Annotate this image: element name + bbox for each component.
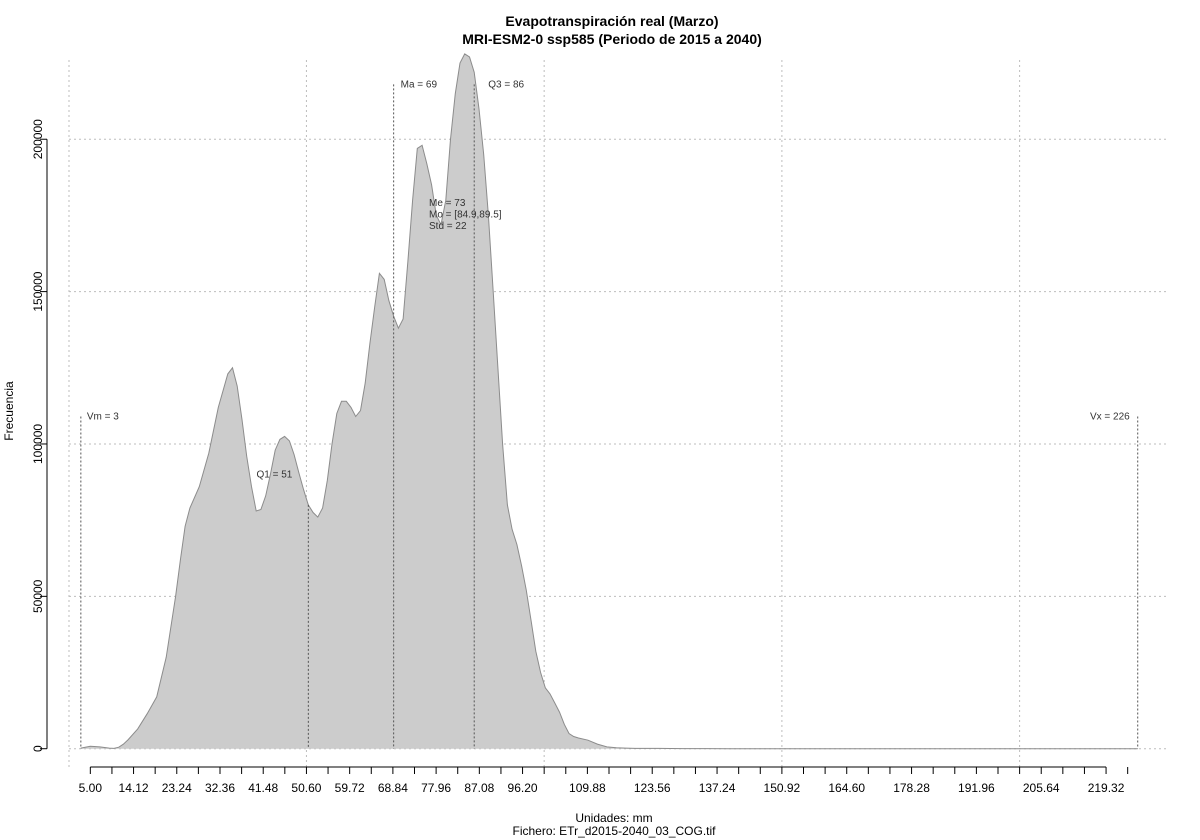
stats-label: Std = 22	[429, 221, 467, 232]
y-tick-label: 0	[31, 745, 45, 752]
q1-label: Q1 = 51	[256, 469, 292, 480]
axes: 5.00 14.12 23.24 32.36 41.48 50.60 59.72 68.84 7…	[31, 119, 1129, 795]
x-tick-label: 77.96	[421, 781, 451, 795]
y-tick-label: 200000	[31, 119, 45, 159]
vm-label: Vm = 3	[87, 412, 119, 423]
x-tick-label: 32.36	[205, 781, 235, 795]
y-tick-label: 150000	[31, 271, 45, 311]
x-tick-label: 96.20	[508, 781, 538, 795]
x-tick-label: 68.84	[378, 781, 408, 795]
x-tick-label: 5.00	[79, 781, 103, 795]
q3-label: Q3 = 86	[488, 79, 524, 90]
y-tick-label: 50000	[31, 579, 45, 613]
density-fill	[80, 53, 1138, 749]
ma-label: Ma = 69	[401, 79, 438, 90]
x-tick-label: 59.72	[335, 781, 365, 795]
x-tick-label: 14.12	[119, 781, 149, 795]
x-tick-label: 150.92	[764, 781, 801, 795]
x-tick-label: 23.24	[162, 781, 192, 795]
x-tick-label: 205.64	[1023, 781, 1060, 795]
x-tick-label: 123.56	[634, 781, 671, 795]
x-tick-label: 109.88	[569, 781, 606, 795]
x-tick-label: 50.60	[291, 781, 321, 795]
stats-label: Mo = [84.9,89.5]	[429, 210, 502, 221]
x-tick-label: 41.48	[248, 781, 278, 795]
x-tick-label: 191.96	[958, 781, 995, 795]
statistics-annotations: Vm = 3 Vx = 226 Q1 = 51 Ma = 69 Q3 = 86 Me = …	[80, 79, 1139, 749]
y-tick-label: 100000	[31, 424, 45, 464]
chart-subtitle: MRI-ESM2-0 ssp585 (Periodo de 2015 a 204…	[462, 31, 762, 47]
x-tick-label: 87.08	[464, 781, 494, 795]
x-tick-label: 178.28	[893, 781, 930, 795]
vx-label: Vx = 226	[1090, 412, 1130, 423]
density-outline	[80, 53, 1138, 750]
x-tick-label: 219.32	[1088, 781, 1125, 795]
x-tick-label: 164.60	[828, 781, 865, 795]
stats-label: Me = 73	[429, 198, 466, 209]
file-caption: Fichero: ETr_d2015-2040_03_COG.tif	[513, 824, 717, 838]
x-axis-label: Unidades: mm	[575, 811, 652, 825]
density-area	[80, 53, 1138, 750]
y-axis-label: Frecuencia	[2, 381, 16, 441]
chart-title: Evapotranspiración real (Marzo)	[505, 13, 718, 29]
x-tick-label: 137.24	[699, 781, 736, 795]
